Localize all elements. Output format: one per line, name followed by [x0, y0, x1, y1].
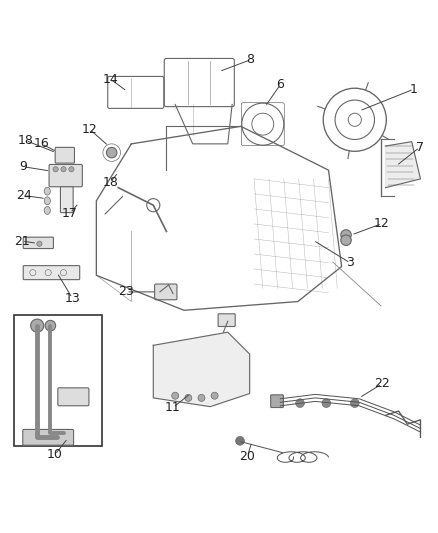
Circle shape — [53, 167, 58, 172]
Circle shape — [172, 392, 179, 399]
FancyBboxPatch shape — [58, 388, 89, 406]
Text: 1: 1 — [410, 83, 418, 95]
FancyBboxPatch shape — [23, 430, 74, 445]
Ellipse shape — [44, 206, 50, 214]
FancyBboxPatch shape — [218, 314, 235, 327]
Circle shape — [185, 394, 192, 401]
Text: 6: 6 — [276, 78, 284, 91]
Polygon shape — [153, 332, 250, 407]
FancyBboxPatch shape — [23, 265, 80, 280]
Circle shape — [341, 235, 351, 246]
Ellipse shape — [44, 187, 50, 195]
Text: 10: 10 — [47, 448, 63, 462]
Circle shape — [211, 392, 218, 399]
FancyBboxPatch shape — [60, 187, 73, 213]
Text: 18: 18 — [102, 176, 118, 189]
Circle shape — [45, 320, 56, 331]
Text: 8: 8 — [247, 53, 254, 66]
FancyBboxPatch shape — [49, 165, 82, 187]
Circle shape — [61, 167, 66, 172]
Text: 12: 12 — [82, 123, 98, 136]
Text: 17: 17 — [62, 207, 78, 220]
Text: 3: 3 — [346, 256, 354, 270]
FancyBboxPatch shape — [55, 147, 74, 163]
Text: 20: 20 — [240, 450, 255, 463]
Circle shape — [341, 230, 351, 240]
Circle shape — [37, 241, 42, 246]
Text: 22: 22 — [374, 377, 390, 390]
FancyBboxPatch shape — [271, 395, 283, 408]
Text: 23: 23 — [118, 285, 134, 298]
FancyBboxPatch shape — [155, 284, 177, 300]
Ellipse shape — [44, 197, 50, 205]
Circle shape — [236, 437, 244, 445]
Text: 11: 11 — [165, 401, 181, 414]
Text: 16: 16 — [34, 138, 49, 150]
Circle shape — [296, 399, 304, 408]
Text: 14: 14 — [102, 72, 118, 85]
Text: 13: 13 — [64, 292, 80, 304]
Circle shape — [106, 147, 117, 158]
Circle shape — [350, 399, 359, 408]
Text: 7: 7 — [416, 141, 424, 154]
FancyBboxPatch shape — [23, 237, 53, 248]
Circle shape — [198, 394, 205, 401]
Polygon shape — [385, 142, 420, 188]
Circle shape — [31, 319, 44, 332]
Circle shape — [69, 167, 74, 172]
Text: 18: 18 — [18, 134, 33, 147]
Text: 12: 12 — [374, 217, 390, 230]
Circle shape — [322, 399, 331, 408]
Text: 9: 9 — [19, 160, 27, 173]
Text: 21: 21 — [14, 235, 30, 248]
Text: 24: 24 — [16, 189, 32, 202]
